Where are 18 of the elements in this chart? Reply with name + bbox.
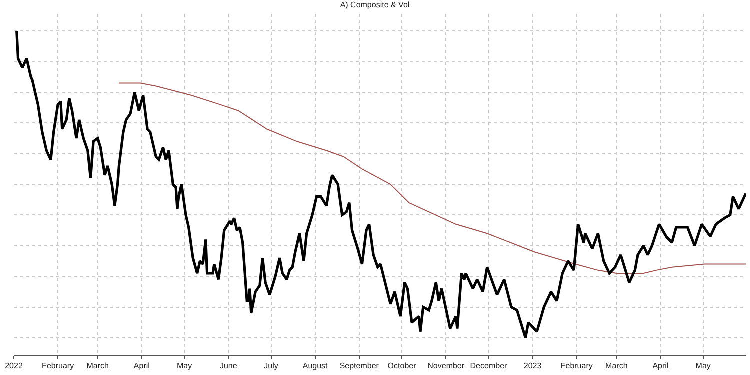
chart-title: A) Composite & Vol bbox=[340, 0, 410, 10]
x-tick-label: May bbox=[176, 362, 192, 371]
x-tick-label: April bbox=[134, 362, 150, 371]
x-tick-label: March bbox=[86, 362, 109, 371]
x-tick-label: February bbox=[42, 362, 74, 371]
x-tick-label: April bbox=[652, 362, 669, 371]
x-tick-label: May bbox=[696, 362, 711, 371]
x-tick-label: 2022 bbox=[5, 362, 24, 371]
x-tick-label: August bbox=[302, 362, 329, 371]
x-tick-label: June bbox=[220, 362, 238, 371]
x-tick-label: February bbox=[560, 362, 593, 371]
x-tick-label: March bbox=[606, 362, 628, 371]
x-tick-label: 2023 bbox=[524, 362, 542, 371]
x-tick-label: July bbox=[264, 362, 278, 371]
x-tick-label: November bbox=[428, 362, 465, 371]
x-tick-label: September bbox=[340, 362, 380, 371]
x-tick-label: December bbox=[470, 362, 508, 371]
x-tick-label: October bbox=[388, 362, 417, 371]
